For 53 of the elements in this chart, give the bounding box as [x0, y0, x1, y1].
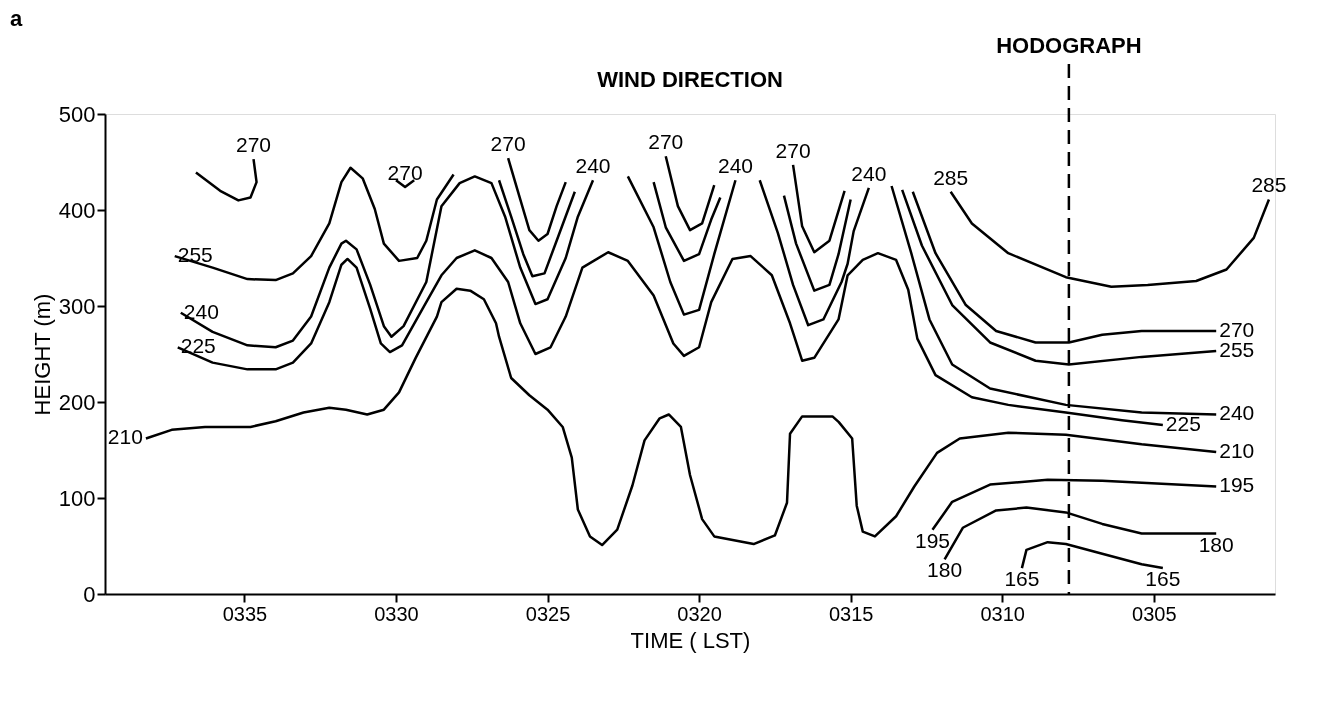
- annotation: 240: [1219, 401, 1255, 425]
- line-series: [194, 157, 258, 202]
- annotation: 270: [490, 132, 526, 156]
- x-tick-label: 0330: [374, 602, 419, 625]
- line-series: [664, 154, 716, 232]
- y-tick-label: 200: [58, 389, 96, 415]
- annotation: 255: [177, 243, 213, 267]
- annotation: 285: [1251, 173, 1287, 197]
- line-series: [626, 175, 737, 316]
- y-tick-label: 300: [58, 293, 96, 319]
- x-tick-label: 0310: [980, 602, 1025, 625]
- x-axis-title: TIME ( LST): [630, 627, 751, 653]
- line-series: [497, 178, 577, 278]
- x-tick-label: 0325: [525, 602, 571, 625]
- y-tick-label: 100: [58, 485, 96, 511]
- annotation: 270: [387, 160, 423, 184]
- chart-title: WIND DIRECTION: [597, 67, 783, 92]
- annotation: 195: [914, 528, 951, 552]
- annotation: 195: [1219, 473, 1255, 497]
- annotation: 240: [575, 154, 611, 178]
- x-tick-label: 0320: [677, 602, 722, 625]
- text: a: [10, 6, 23, 31]
- ref-line-label: HODOGRAPH: [996, 33, 1142, 58]
- annotation: 180: [1198, 532, 1234, 556]
- annotation: 225: [180, 334, 216, 358]
- annotation: 225: [1165, 412, 1201, 436]
- y-tick-label: 400: [58, 197, 96, 223]
- line-series: [506, 156, 567, 242]
- y-tick-label: 500: [58, 101, 96, 127]
- annotation: 165: [1004, 567, 1040, 591]
- x-tick-label: 0335: [222, 602, 268, 625]
- y-tick-label: 0: [83, 581, 96, 607]
- annotation: 240: [851, 161, 887, 185]
- line-series: [173, 166, 455, 282]
- annotation: 180: [927, 558, 963, 582]
- line-series: [1020, 540, 1165, 570]
- annotation: 270: [1219, 317, 1255, 341]
- annotation: 270: [775, 138, 811, 162]
- annotation: 270: [236, 133, 272, 157]
- x-tick-label: 0305: [1132, 602, 1177, 625]
- y-axis-title: HEIGHT (m): [29, 293, 55, 416]
- annotation: 285: [933, 165, 969, 189]
- annotation: 165: [1145, 567, 1181, 591]
- line-series: [791, 163, 846, 254]
- annotation: 240: [717, 154, 753, 178]
- annotation: 210: [1219, 438, 1255, 462]
- annotation: 210: [107, 425, 143, 449]
- annotation: 270: [648, 130, 684, 154]
- x-tick-label: 0315: [828, 602, 874, 625]
- line-series: [652, 180, 722, 263]
- annotation: 240: [183, 299, 219, 323]
- annotation: 255: [1219, 338, 1255, 362]
- line-series: [782, 194, 852, 292]
